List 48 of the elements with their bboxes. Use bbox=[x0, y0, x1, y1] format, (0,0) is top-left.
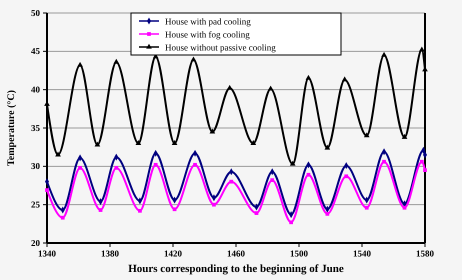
point bbox=[402, 206, 406, 210]
point bbox=[77, 62, 83, 67]
point bbox=[94, 142, 100, 147]
point bbox=[306, 172, 310, 177]
line-series bbox=[45, 160, 427, 224]
point bbox=[45, 188, 49, 192]
y-tick-label: 45 bbox=[31, 46, 40, 56]
x-tick-label: 1500 bbox=[290, 248, 308, 258]
point bbox=[290, 160, 296, 166]
point bbox=[381, 52, 387, 57]
point bbox=[136, 140, 142, 145]
x-tick-label: 1460 bbox=[227, 248, 246, 258]
point bbox=[382, 160, 386, 164]
point bbox=[212, 202, 216, 207]
x-tick-label: 1540 bbox=[353, 248, 372, 258]
legend-label: House with pad cooling bbox=[165, 16, 252, 26]
point bbox=[55, 152, 61, 156]
x-axis-title: Hours corresponding to the beginning of June bbox=[128, 263, 344, 275]
point bbox=[172, 140, 178, 145]
point bbox=[113, 58, 120, 64]
x-tick-label: 1580 bbox=[416, 248, 434, 258]
point bbox=[172, 207, 176, 212]
legend-label: House without passive cooling bbox=[165, 42, 276, 52]
legend-label: House with fog cooling bbox=[165, 30, 250, 40]
point bbox=[402, 134, 408, 139]
point bbox=[364, 132, 370, 138]
y-axis-title: Temperature (°C) bbox=[6, 90, 17, 166]
y-tick-label: 30 bbox=[31, 161, 40, 172]
x-tick-label: 1380 bbox=[101, 248, 120, 258]
y-tick-label: 20 bbox=[31, 238, 40, 248]
point bbox=[98, 208, 102, 212]
point bbox=[324, 144, 330, 150]
point bbox=[250, 140, 256, 145]
point bbox=[210, 128, 216, 134]
y-tick-label: 50 bbox=[31, 8, 40, 18]
point bbox=[306, 74, 312, 80]
point bbox=[254, 211, 258, 215]
x-tick-label: 1420 bbox=[164, 248, 182, 258]
y-tick-label: 40 bbox=[31, 84, 40, 95]
point bbox=[138, 208, 142, 213]
y-tick-label: 25 bbox=[31, 200, 40, 210]
point bbox=[78, 166, 82, 170]
y-tick-label: 35 bbox=[31, 122, 40, 133]
point bbox=[190, 56, 196, 62]
point bbox=[268, 86, 274, 91]
point bbox=[423, 168, 427, 172]
point bbox=[193, 162, 197, 167]
x-tick-label: 1340 bbox=[38, 248, 56, 258]
